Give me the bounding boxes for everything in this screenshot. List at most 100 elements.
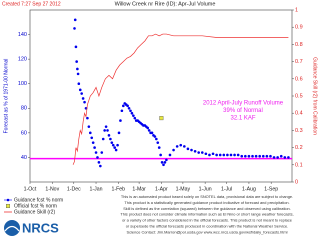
annotation: 39% of Normal [223, 108, 263, 114]
guidance-point [272, 156, 276, 159]
y2-tick-label: 0 [295, 179, 298, 185]
guidance-point [133, 116, 137, 120]
guidance-point [80, 92, 83, 95]
y2-tick-label: 0.5 [295, 93, 303, 99]
guidance-point [157, 146, 161, 149]
annotation: 32.1 KAF [230, 116, 255, 122]
guidance-point [91, 141, 95, 144]
guidance-point [172, 148, 175, 152]
guidance-point [73, 18, 77, 22]
guidance-point [200, 151, 204, 154]
legend-label: Guidance Skill (r2) [14, 209, 55, 215]
guidance-point [251, 154, 254, 158]
guidance-point [179, 143, 183, 147]
guidance-point [83, 100, 86, 104]
guidance-point [279, 154, 283, 158]
y-tick-label: 140 [18, 32, 27, 38]
guidance-point [186, 147, 190, 151]
y-tick-label: 80 [21, 106, 27, 112]
guidance-point [87, 125, 91, 129]
logo-text: NRCS [22, 220, 59, 235]
footer-text: This product is a statistically generate… [124, 200, 289, 205]
guidance-point [114, 148, 118, 152]
guidance-point [287, 156, 290, 159]
guidance-point [73, 27, 76, 30]
y2-tick-label: 0.4 [295, 111, 303, 117]
guidance-point [94, 151, 98, 154]
guidance-point [88, 131, 92, 135]
guidance-point [77, 82, 81, 86]
y-tick-label: 120 [18, 57, 27, 63]
y2-tick-label: 0.6 [295, 76, 303, 82]
footer-text: This product does not consider climate i… [120, 212, 293, 217]
skill-line [72, 33, 289, 165]
y2-tick-label: 0.9 [295, 25, 303, 31]
y2-tick-label: 0.8 [295, 42, 303, 48]
footer-text: This is an automated product based solel… [121, 194, 293, 199]
guidance-point [159, 153, 162, 157]
guidance-point [240, 154, 244, 158]
guidance-point [190, 148, 193, 152]
guidance-point [90, 136, 94, 140]
guidance-point [106, 129, 109, 132]
guidance-point [197, 151, 200, 154]
guidance-point [222, 153, 226, 157]
guidance-point [120, 109, 124, 113]
guidance-point [162, 163, 165, 167]
footer-text: or a variety of other factors considered… [122, 218, 292, 223]
guidance-point [226, 153, 229, 157]
guidance-point [110, 141, 114, 144]
x-tick-label: 1-Sep [264, 186, 278, 192]
x-tick-label: 1-Mar [132, 186, 146, 192]
x-tick-label: 1-May [176, 186, 191, 192]
guidance-point [104, 125, 108, 129]
x-tick-label: 1-Jan [90, 186, 103, 192]
guidance-point [81, 97, 85, 100]
guidance-point [163, 161, 167, 164]
guidance-point [116, 143, 119, 147]
guidance-point [150, 131, 154, 135]
guidance-point [175, 145, 179, 148]
y2-tick-label: 0.3 [295, 128, 303, 134]
guidance-point [215, 153, 218, 157]
guidance-point [100, 151, 104, 154]
guidance-point [265, 154, 269, 158]
guidance-point [147, 129, 151, 132]
guidance-point [93, 146, 96, 149]
guidance-point [122, 104, 125, 108]
guidance-point [269, 154, 272, 158]
guidance-point [101, 137, 105, 141]
logo-swoosh [4, 225, 20, 232]
guidance-point [130, 111, 134, 115]
guidance-point [254, 154, 258, 158]
x-tick-label: 1-Oct [24, 186, 37, 192]
created-stamp: Created 7:27 Sep 27 2012 [2, 1, 61, 7]
guidance-point [244, 154, 247, 158]
guidance-point [183, 145, 186, 148]
guidance-point [168, 153, 172, 157]
guidance-point [109, 137, 112, 141]
guidance-point [99, 164, 102, 168]
guidance-point [283, 156, 287, 159]
guidance-point [165, 158, 168, 162]
x-tick-label: 1-Apr [155, 186, 168, 192]
x-tick-label: 1-Jun [199, 186, 212, 192]
guidance-point [103, 129, 106, 132]
guidance-point [236, 153, 240, 157]
guidance-point [126, 104, 129, 108]
guidance-point [111, 143, 115, 147]
guidance-point [229, 153, 233, 157]
x-tick-label: 1-Nov [45, 186, 59, 192]
x-tick-label: 1-Jul [221, 186, 232, 192]
y2-tick-label: 1 [295, 7, 298, 13]
guidance-point [153, 135, 157, 138]
guidance-point [218, 153, 222, 157]
x-tick-label: 1-Aug [242, 186, 256, 192]
legend-label: Official fcst % norm [14, 203, 57, 209]
x-tick-label: 1-Feb [112, 186, 126, 192]
guidance-point [107, 134, 111, 137]
logo-icon [4, 220, 20, 236]
guidance-point [233, 153, 236, 157]
guidance-point [211, 152, 215, 156]
y-tick-label: 40 [21, 155, 27, 161]
